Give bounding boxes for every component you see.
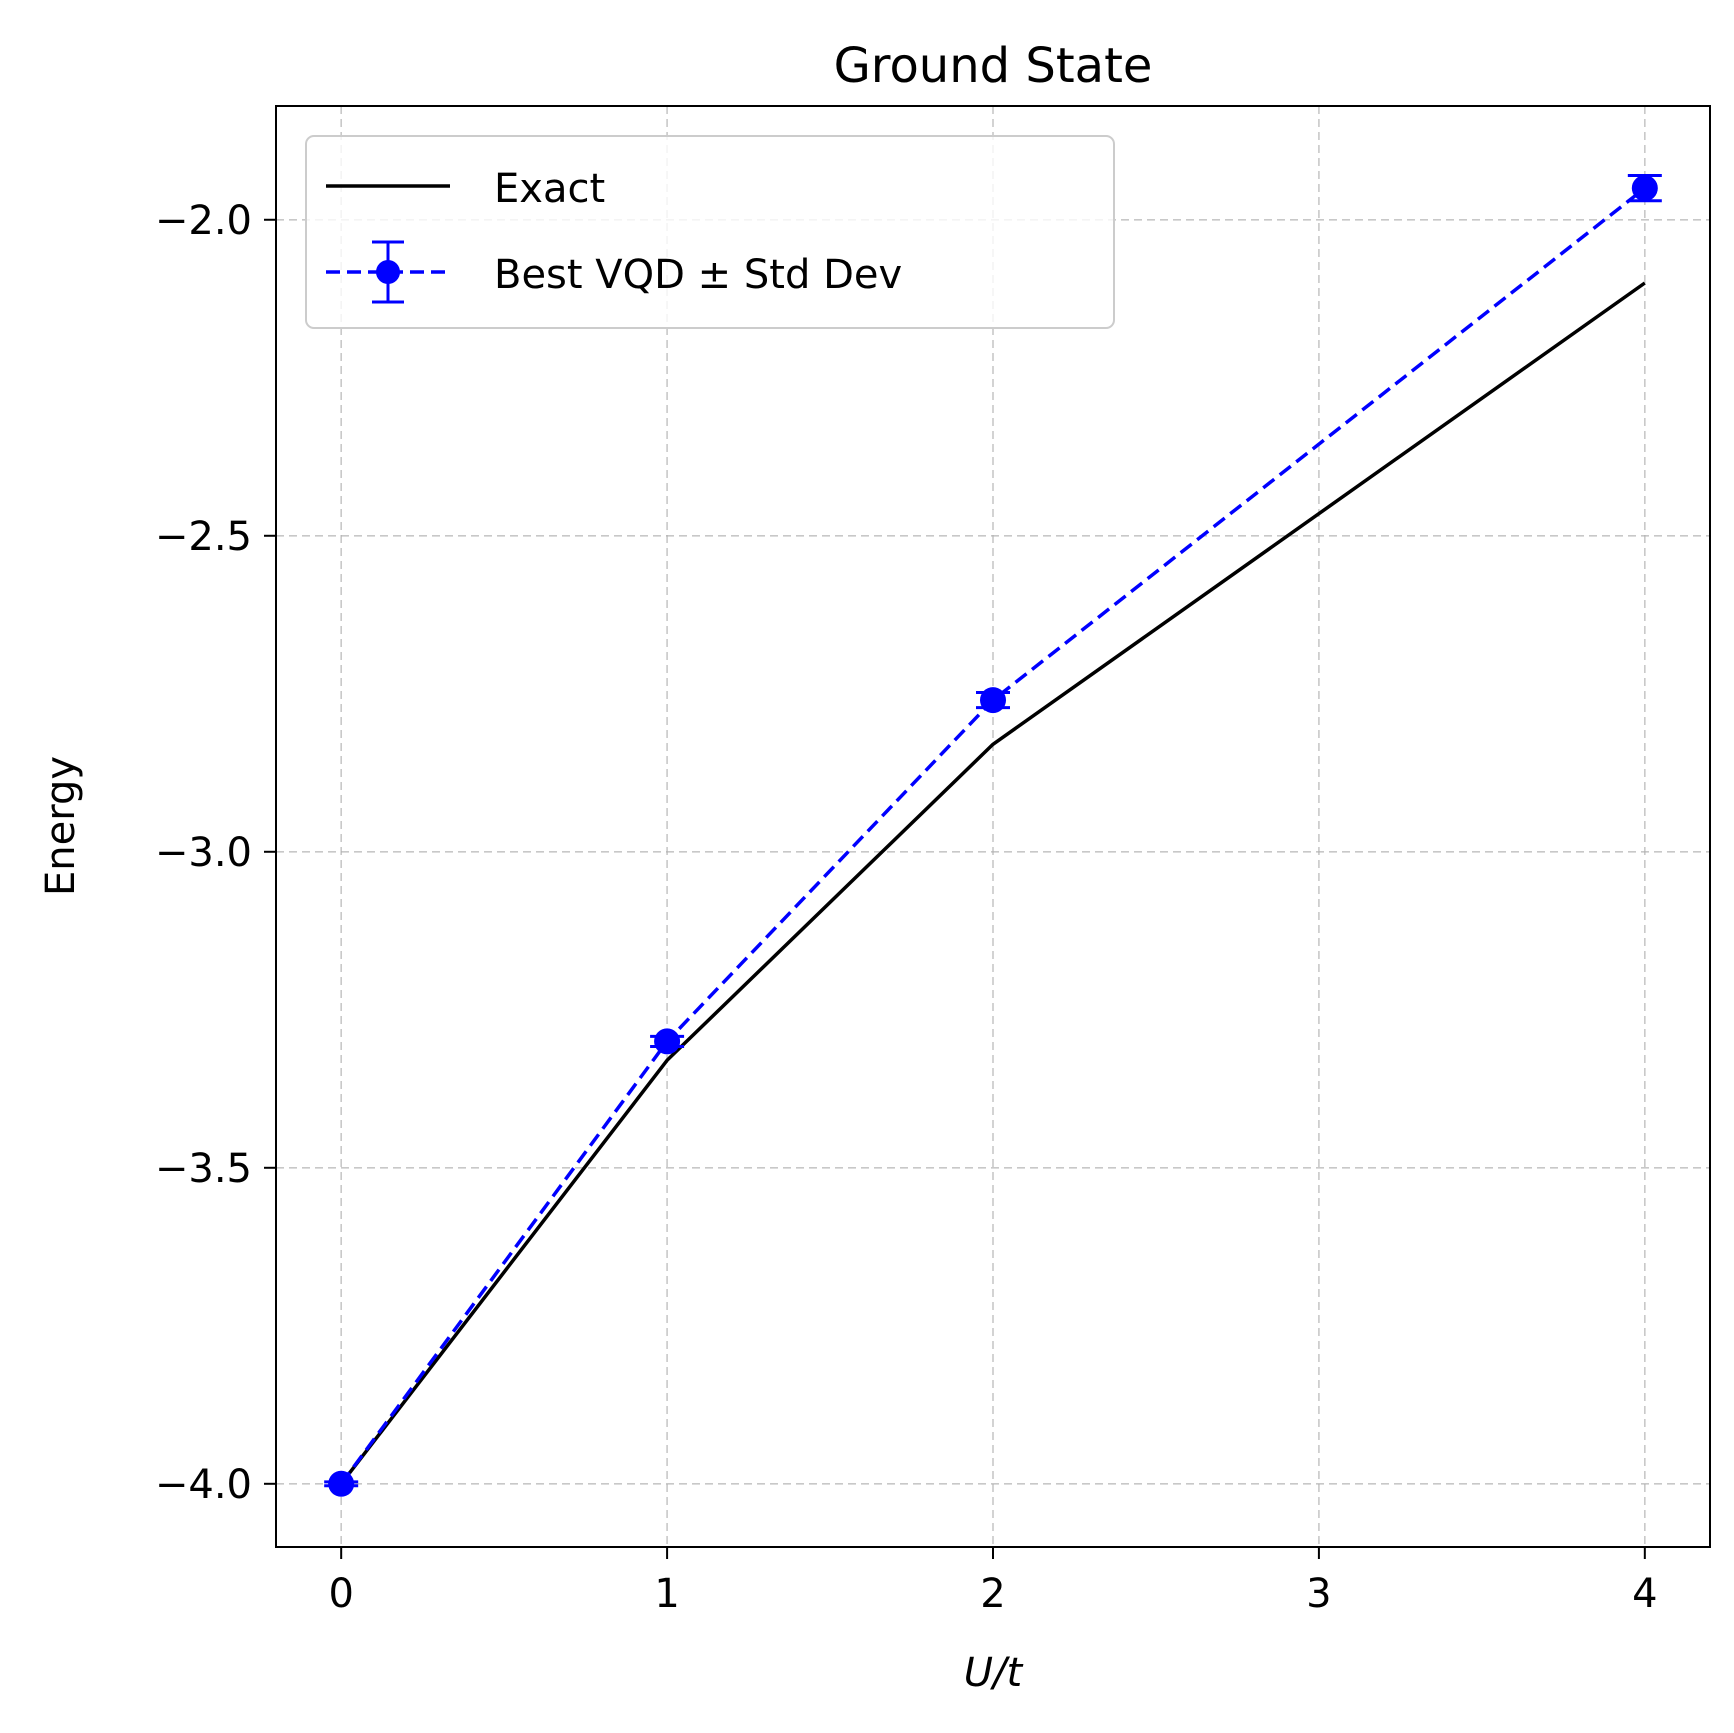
y-tick-label: −2.5: [155, 514, 252, 560]
x-tick-label: 2: [980, 1571, 1005, 1617]
legend: Exact Best VQD ± Std Dev: [305, 135, 1115, 329]
vqd-point: [976, 687, 1010, 714]
axis-ticks: 0 1 2 3 4 −4.0 −3.5 −3.0 −2.5 −2.0: [155, 198, 1658, 1617]
x-tick-label: 0: [328, 1571, 353, 1617]
x-tick-label: 4: [1632, 1571, 1657, 1617]
y-tick-label: −4.0: [155, 1462, 252, 1508]
legend-swatch-vqd: [326, 240, 450, 304]
vqd-marker: [654, 1028, 681, 1055]
series-markers: [324, 174, 1662, 1497]
vqd-marker: [328, 1470, 355, 1497]
vqd-point: [1627, 174, 1662, 203]
series-lines: [339, 186, 1646, 1485]
vqd-marker: [1631, 175, 1658, 202]
legend-box: [305, 135, 1115, 329]
chart-title: Ground State: [834, 38, 1153, 94]
x-tick-label: 3: [1306, 1571, 1331, 1617]
y-tick-label: −2.0: [155, 198, 252, 244]
vqd-point: [324, 1470, 359, 1497]
legend-label-exact: Exact: [494, 166, 605, 212]
x-tick-label: 1: [654, 1571, 679, 1617]
y-axis-label: Energy: [38, 756, 84, 896]
exact-line: [339, 281, 1646, 1485]
x-axis-label: U/t: [964, 1650, 1024, 1696]
legend-label-vqd: Best VQD ± Std Dev: [494, 252, 902, 298]
vqd-marker: [980, 687, 1006, 714]
vqd-line: [339, 186, 1646, 1485]
y-tick-label: −3.5: [155, 1146, 252, 1192]
vqd-point: [650, 1028, 685, 1055]
y-tick-label: −3.0: [155, 830, 252, 876]
